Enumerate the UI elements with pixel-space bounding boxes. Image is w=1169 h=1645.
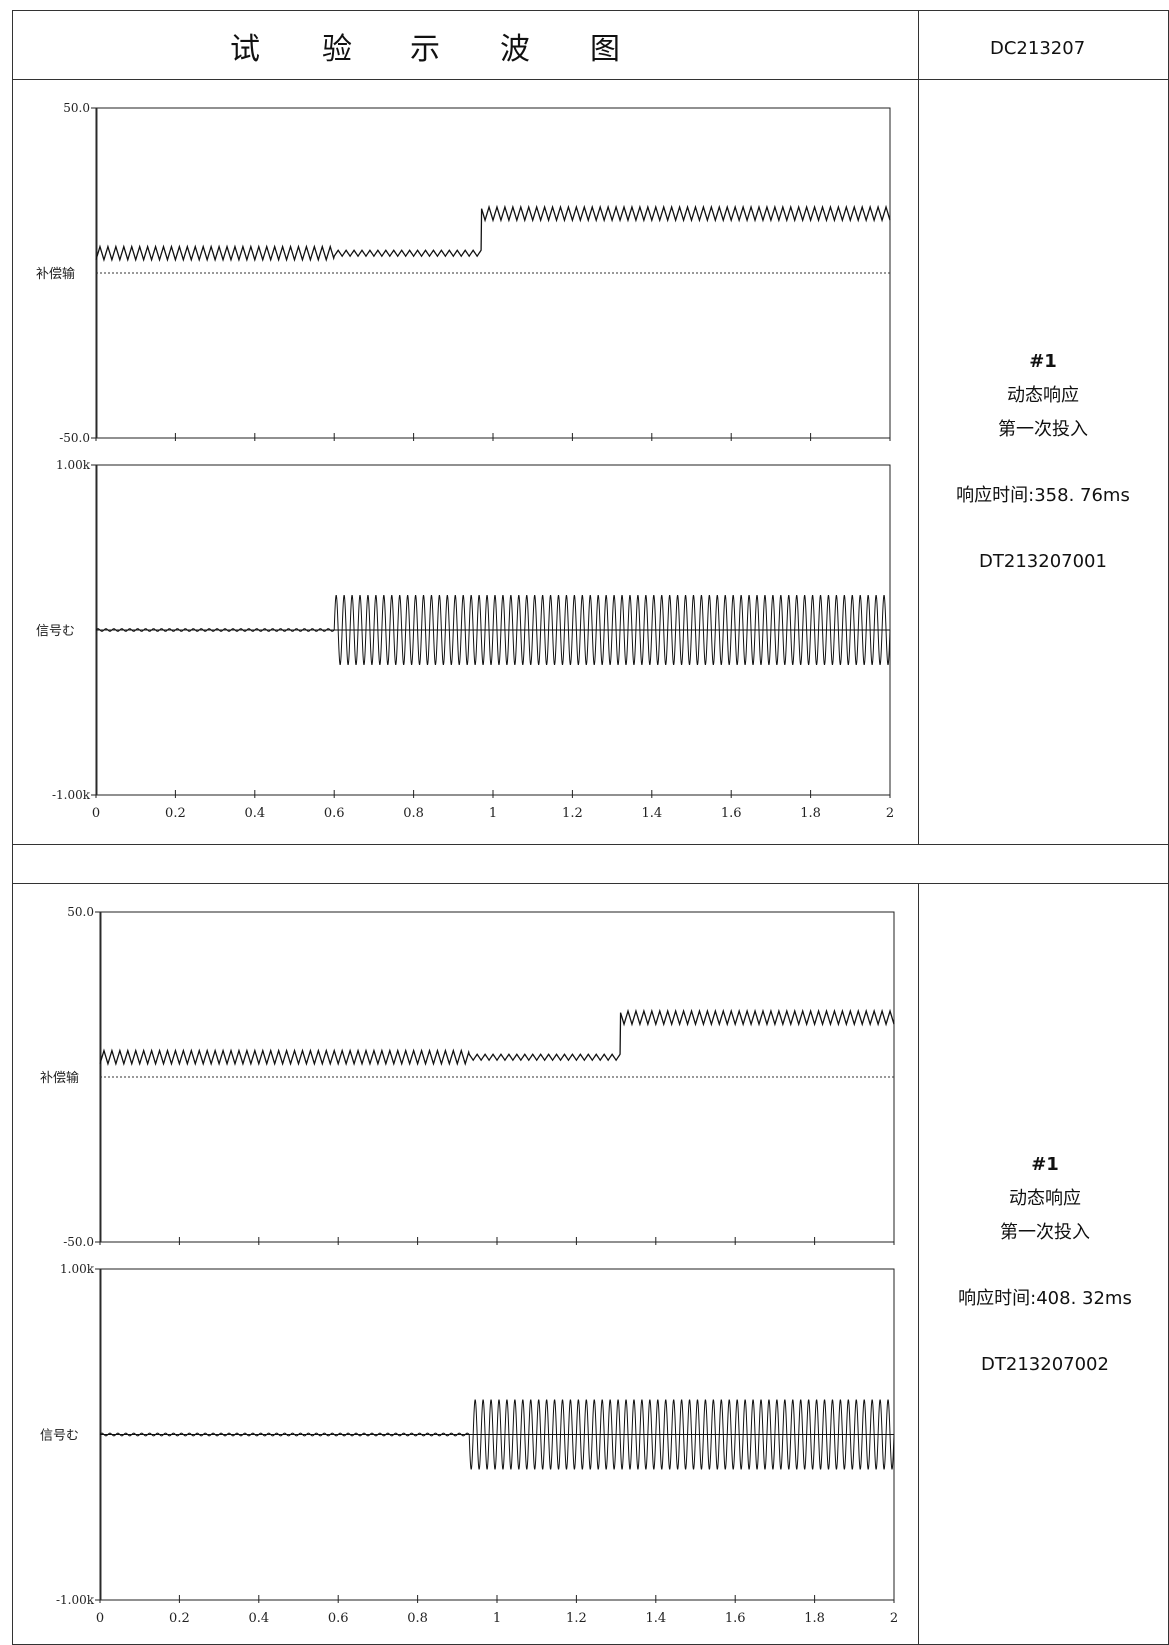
x-tick-label: 2: [890, 1611, 898, 1626]
test-stage-label: 第一次投入: [998, 419, 1088, 440]
title-char-4: 波: [500, 32, 530, 67]
x-tick-label: 0.2: [165, 806, 186, 821]
x-tick-label: 0: [92, 806, 100, 821]
x-tick-label: 0.6: [328, 1611, 349, 1626]
record-id-label: DT213207001: [979, 551, 1107, 572]
x-tick-label: 1.4: [645, 1611, 666, 1626]
x-tick-label: 0.2: [169, 1611, 190, 1626]
x-tick-label: 0.8: [407, 1611, 428, 1626]
y-axis-label: 信号む: [36, 624, 75, 639]
y-axis-label: 信号む: [40, 1429, 79, 1444]
chart-2: 1.00k -1.00k 信号む 0 0.2 0.4 0.6 0.8 1 1.2 1.4 1.6 1.8…: [36, 458, 894, 821]
response-time-label: 响应时间:358. 76ms: [956, 485, 1130, 506]
x-tick-label: 1: [489, 806, 497, 821]
x-tick-label: 1.2: [566, 1611, 587, 1626]
y-tick-label: 1.00k: [56, 458, 91, 472]
test-stage-label: 第一次投入: [1000, 1222, 1090, 1243]
y-tick-label: 50.0: [63, 101, 90, 115]
x-tick-label: 0: [96, 1611, 104, 1626]
record-id-label: DT213207002: [981, 1354, 1109, 1375]
title-char-3: 示: [410, 32, 440, 67]
y-axis-label: 补偿输: [36, 266, 75, 282]
x-tick-label: 0.4: [248, 1611, 269, 1626]
series-line: [95, 595, 891, 665]
x-tick-label: 1.2: [562, 806, 583, 821]
series-line: [99, 1399, 895, 1470]
x-tick-label: 1.4: [641, 806, 662, 821]
side-info-1: #1 动态响应 第一次投入 响应时间:358. 76ms DT213207001: [924, 345, 1162, 579]
title-char-1: 试: [230, 32, 260, 67]
x-tick-label: 2: [886, 806, 894, 821]
x-tick-label: 0.6: [324, 806, 345, 821]
x-tick-label: 1.8: [804, 1611, 825, 1626]
y-tick-label: -50.0: [59, 431, 90, 445]
x-tick-label: 0.4: [244, 806, 265, 821]
y-tick-label: -1.00k: [52, 788, 91, 802]
chart-3: 50.0 -50.0 补偿输: [40, 905, 895, 1249]
document-id: DC213207: [990, 38, 1086, 59]
test-type-label: 动态响应: [1007, 385, 1079, 406]
x-tick-label: 1.6: [721, 806, 742, 821]
side-info-2: #1 动态响应 第一次投入 响应时间:408. 32ms DT213207002: [926, 1148, 1164, 1382]
chart-4: 1.00k -1.00k 信号む 0 0.2 0.4 0.6 0.8 1 1.2 1.4 1.6 1.8…: [40, 1262, 898, 1626]
chart-1: 50.0 -50.0 补偿输: [36, 101, 891, 445]
test-type-label: 动态响应: [1009, 1188, 1081, 1209]
title-char-2: 验: [322, 32, 352, 67]
y-tick-label: -1.00k: [56, 1593, 95, 1607]
channel-label: #1: [1029, 351, 1057, 372]
y-tick-label: 50.0: [67, 905, 94, 919]
x-tick-label: 0.8: [403, 806, 424, 821]
y-tick-label: 1.00k: [60, 1262, 95, 1276]
x-tick-label: 1.8: [800, 806, 821, 821]
series-line: [95, 204, 891, 263]
y-tick-label: -50.0: [63, 1235, 94, 1249]
channel-label: #1: [1031, 1154, 1059, 1175]
series-line: [99, 1008, 895, 1067]
x-tick-label: 1.6: [725, 1611, 746, 1626]
title-char-5: 图: [590, 32, 620, 67]
y-axis-label: 补偿输: [40, 1070, 79, 1086]
x-tick-label: 1: [493, 1611, 501, 1626]
response-time-label: 响应时间:408. 32ms: [958, 1288, 1132, 1309]
